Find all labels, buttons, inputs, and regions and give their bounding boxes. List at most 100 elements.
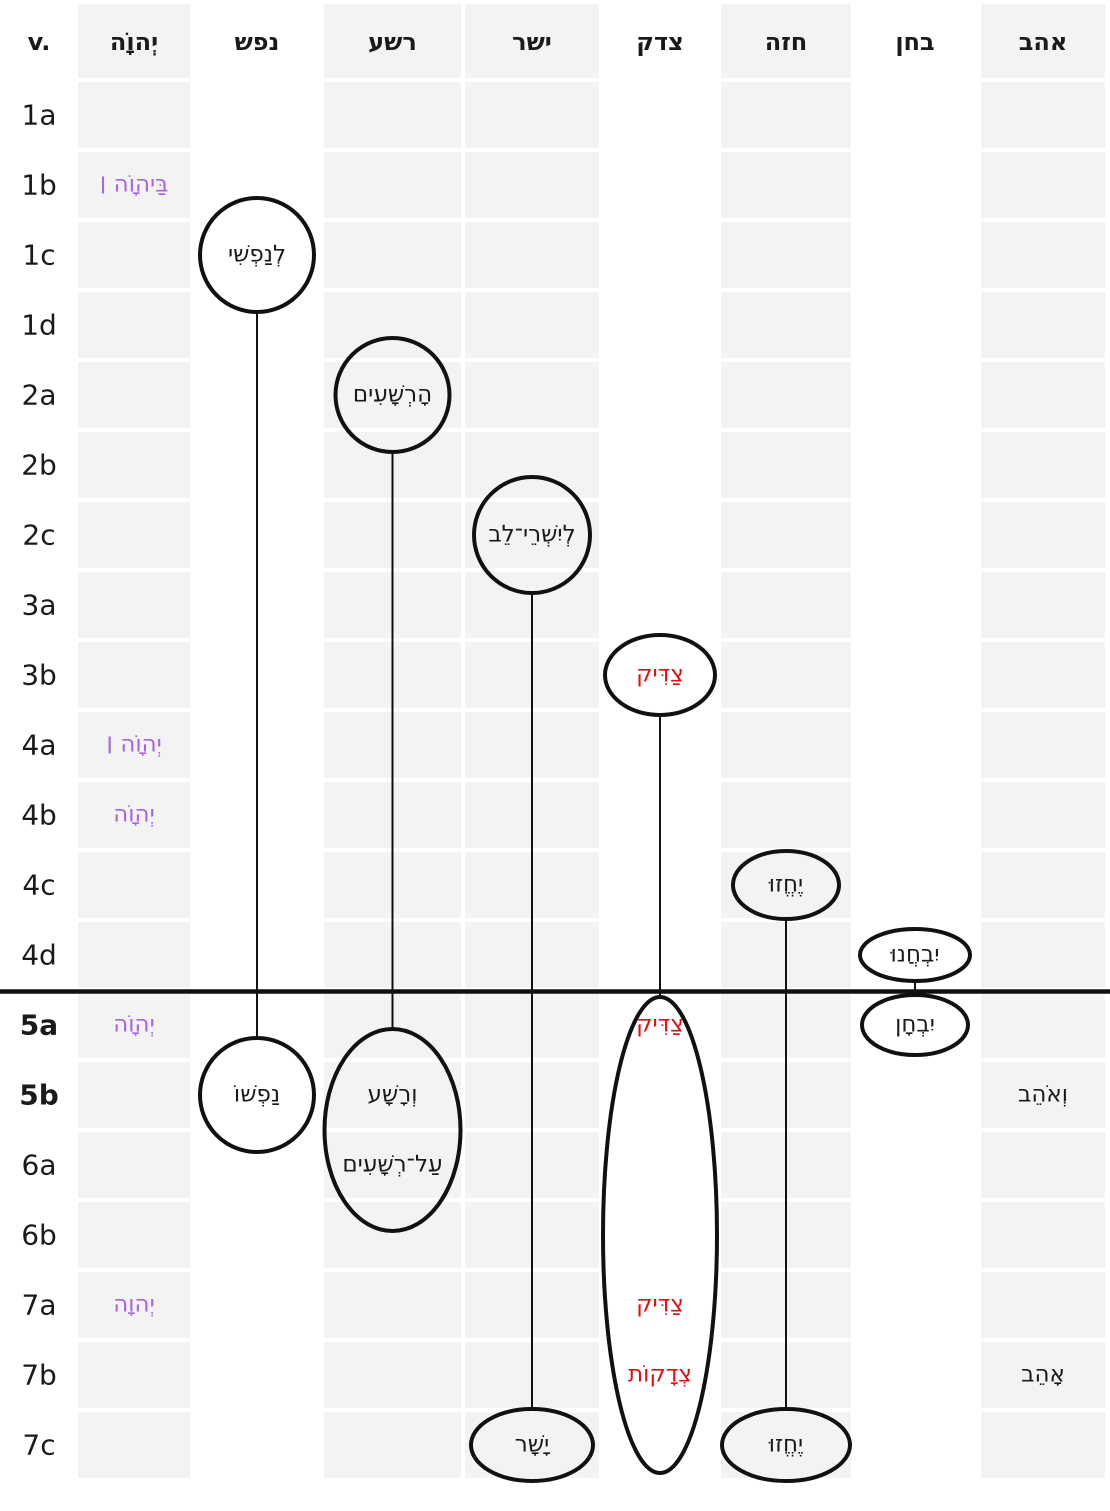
grid-cell-yashar	[465, 362, 599, 428]
row-label-1b: 1b	[21, 168, 57, 202]
ellipse-tsedeq-5a-7c	[601, 995, 719, 1475]
yhwh-mention-5a: יְהוָֹה	[113, 1011, 155, 1038]
row-label-2b: 2b	[21, 448, 57, 482]
grid-cell-ahav	[981, 362, 1105, 428]
column-header-ahav: אהב	[1018, 28, 1068, 56]
grid-cell-rasha	[324, 362, 461, 428]
word-yashar-7c: יָשָׁר	[514, 1431, 550, 1458]
grid-cell-yhwh	[78, 712, 190, 778]
column-header-tsedeq: צדק	[636, 28, 684, 56]
grid-cell-yhwh	[78, 1342, 190, 1408]
grid-cell-yhwh	[78, 82, 190, 148]
yhwh-mention-1b: בַּיהוָֹה ׀	[99, 171, 169, 198]
grid-cell-yhwh	[78, 1272, 190, 1338]
grid-cell-yashar	[465, 82, 599, 148]
grid-cell-yhwh	[78, 502, 190, 568]
grid-cell-rasha	[324, 1062, 461, 1128]
circle-yashar-2c	[472, 475, 592, 595]
grid-cell-yhwh	[78, 642, 190, 708]
word-chazah-4c: יֶחֱזוּ	[768, 871, 804, 898]
grid-cell-rasha	[324, 1132, 461, 1198]
yhwh-mention-7a: יְהוָה	[113, 1291, 155, 1318]
row-label-4a: 4a	[21, 728, 57, 762]
grid-cell-ahav	[981, 1412, 1105, 1478]
row-label-4c: 4c	[22, 868, 56, 902]
grid-cell-chazah	[721, 4, 851, 78]
grid-cell-yhwh	[78, 1062, 190, 1128]
grid-cell-rasha	[324, 1202, 461, 1268]
word-bachan-4d: יִבְחֲנוּ	[890, 941, 940, 968]
word-nefesh-5b: נַפְשׁוֹ	[233, 1081, 281, 1108]
word-tsedeq-7a: צַדִּיק	[636, 1291, 684, 1318]
row-label-2a: 2a	[21, 378, 57, 412]
grid-cell-chazah	[721, 502, 851, 568]
yhwh-mention-4a: יְהוָֹה ׀	[106, 731, 162, 758]
grid-cell-yashar	[465, 222, 599, 288]
row-label-4d: 4d	[21, 938, 57, 972]
row-label-1a: 1a	[21, 98, 57, 132]
grid-cell-ahav	[981, 712, 1105, 778]
column-header-verse: v.	[27, 28, 51, 56]
grid-cell-yhwh	[78, 1132, 190, 1198]
grid-cell-ahav	[981, 922, 1105, 988]
ellipse-tsedeq-3b	[603, 633, 717, 717]
grid-cell-ahav	[981, 1202, 1105, 1268]
grid-cell-yashar	[465, 4, 599, 78]
grid-cell-ahav	[981, 4, 1105, 78]
ellipse-rasha-5b-6a	[322, 1027, 463, 1233]
word-bachan-5a: יִבְחָן	[895, 1011, 935, 1038]
circle-rasha-2a	[333, 336, 452, 454]
grid-cell-chazah	[721, 222, 851, 288]
grid-cell-yhwh	[78, 922, 190, 988]
grid-cell-yhwh	[78, 1412, 190, 1478]
grid-cell-yhwh	[78, 432, 190, 498]
grid-cell-yhwh	[78, 572, 190, 638]
ellipse-chazah-7c	[720, 1407, 852, 1483]
grid-cell-yashar	[465, 152, 599, 218]
yhwh-mention-4b: יְהוָֹה	[113, 801, 155, 828]
circle-nefesh-1c	[198, 196, 316, 314]
grid-cell-yashar	[465, 502, 599, 568]
word-rasha-5b: וְרָשָׁע	[367, 1081, 418, 1108]
row-label-1d: 1d	[21, 308, 57, 342]
word-yashar-2c: לְיִשְׁרֵי־לֵב	[488, 521, 576, 548]
row-label-5b: 5b	[19, 1078, 59, 1112]
column-header-yhwh: יְהוָֹה	[109, 28, 159, 56]
grid-cell-rasha	[324, 1272, 461, 1338]
grid-cell-ahav	[981, 642, 1105, 708]
word-rasha-2a: הָרְשָׁעִים	[352, 381, 433, 408]
row-label-7a: 7a	[21, 1288, 57, 1322]
grid-cell-yhwh	[78, 852, 190, 918]
ellipse-bachan-5a	[860, 993, 970, 1057]
row-label-4b: 4b	[21, 798, 57, 832]
row-label-1c: 1c	[22, 238, 56, 272]
ellipse-chazah-4c	[731, 849, 841, 921]
grid-cell-chazah	[721, 782, 851, 848]
word-nefesh-1c: לְנַפְשִׁי	[227, 241, 287, 268]
grid-cell-chazah	[721, 152, 851, 218]
column-header-yashar: ישר	[512, 28, 552, 56]
ellipse-yashar-7c	[469, 1407, 595, 1483]
grid-cell-yhwh	[78, 222, 190, 288]
column-header-nefesh: נפש	[234, 28, 280, 56]
grid-cell-ahav	[981, 222, 1105, 288]
word-ahav-5b: וְאֹהֵב	[1018, 1081, 1068, 1108]
word-tsedeq-5a: צַדִּיק	[636, 1011, 684, 1038]
row-label-7b: 7b	[21, 1358, 57, 1392]
row-label-7c: 7c	[22, 1428, 56, 1462]
grid-cell-chazah	[721, 362, 851, 428]
grid-cell-ahav	[981, 502, 1105, 568]
row-label-3b: 3b	[21, 658, 57, 692]
grid-cell-yashar	[465, 1412, 599, 1478]
word-rasha-6a: עַל־רְשָׁעִים	[342, 1151, 443, 1178]
row-label-3a: 3a	[21, 588, 57, 622]
grid-cell-ahav	[981, 992, 1105, 1058]
row-label-5a: 5a	[19, 1008, 59, 1042]
word-tsedeq-3b: צַדִּיק	[636, 661, 684, 688]
grid-cell-ahav	[981, 82, 1105, 148]
grid-cell-yhwh	[78, 782, 190, 848]
word-ahav-7b: אָהֵב	[1021, 1361, 1065, 1388]
grid-cell-rasha	[324, 4, 461, 78]
